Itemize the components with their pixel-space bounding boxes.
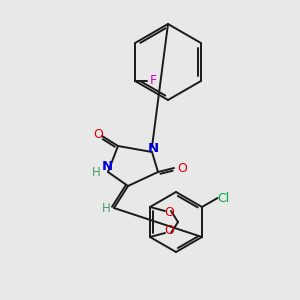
Text: O: O xyxy=(164,224,174,238)
Text: H: H xyxy=(102,202,110,215)
Text: N: N xyxy=(147,142,159,154)
Text: Cl: Cl xyxy=(218,191,230,205)
Text: N: N xyxy=(101,160,112,173)
Text: O: O xyxy=(164,206,174,220)
Text: O: O xyxy=(93,128,103,140)
Text: F: F xyxy=(149,74,157,88)
Text: H: H xyxy=(92,167,100,179)
Text: O: O xyxy=(177,161,187,175)
